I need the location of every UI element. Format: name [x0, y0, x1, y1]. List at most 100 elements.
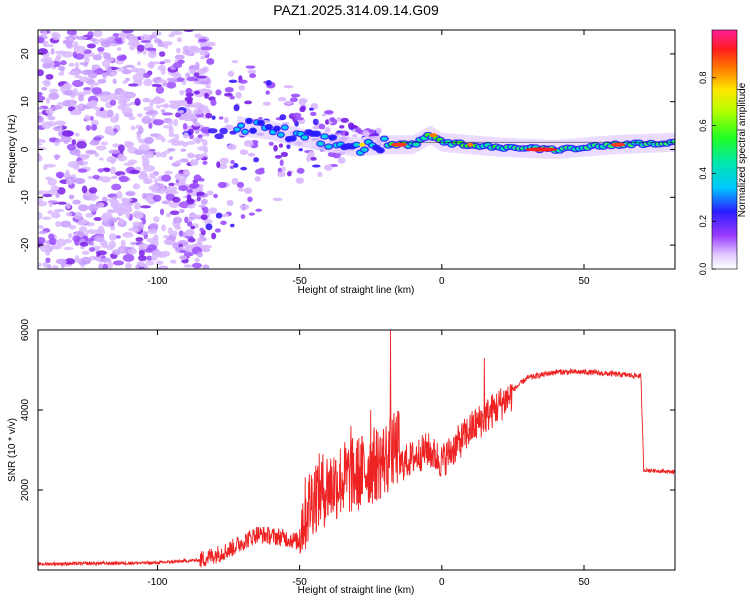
- spectrogram-noise-blob: [178, 178, 186, 185]
- spectrogram-noise-blob: [149, 99, 154, 108]
- spectrogram-noise-blob: [118, 175, 129, 183]
- spectrogram-noise-blob: [174, 133, 180, 140]
- spectrogram-noise-blob: [151, 254, 158, 262]
- spectrogram-noise-blob: [130, 67, 139, 73]
- spectrogram-noise-blob: [86, 229, 98, 234]
- spectrogram-hotspot: [611, 142, 626, 147]
- spectrogram-noise-blob: [259, 167, 265, 171]
- spectrogram-noise-blob: [159, 61, 166, 65]
- spectrogram-noise-blob: [76, 140, 87, 149]
- spectrogram-noise-blob: [137, 255, 147, 262]
- spectrogram-x-tick-label: 50: [578, 276, 590, 287]
- snr-x-tick-label: 50: [578, 577, 590, 588]
- spectrogram-noise-blob: [125, 64, 135, 68]
- spectrogram-noise-blob: [118, 218, 125, 225]
- spectrogram-noise-blob: [50, 211, 61, 219]
- spectrogram-noise-blob: [207, 128, 218, 134]
- spectrogram-noise-blob: [168, 182, 175, 187]
- spectrogram-noise-blob: [128, 115, 136, 121]
- spectrogram-noise-blob: [100, 94, 110, 102]
- spectrogram-noise-blob: [347, 122, 355, 129]
- spectrogram-noise-blob: [68, 225, 77, 230]
- spectrogram-noise-blob: [148, 122, 153, 129]
- spectrogram-noise-blob: [156, 79, 168, 84]
- spectrogram-noise-blob: [134, 98, 141, 106]
- spectrogram-noise-blob: [92, 54, 103, 61]
- spectrogram-noise-blob: [227, 70, 235, 77]
- spectrogram-noise-blob: [120, 208, 133, 213]
- spectrogram-noise-blob: [164, 43, 169, 49]
- spectrogram-noise-blob: [352, 133, 358, 138]
- spectrogram-noise-blob: [136, 132, 142, 141]
- spectrogram-noise-blob: [132, 183, 141, 190]
- spectrogram-noise-blob: [86, 43, 96, 49]
- spectrogram-noise-blob: [73, 41, 79, 50]
- spectrogram-noise-blob: [74, 255, 80, 263]
- spectrogram-noise-blob: [117, 104, 126, 110]
- spectrogram-noise-blob: [50, 48, 55, 55]
- spectrogram-noise-blob: [89, 100, 98, 107]
- spectrogram-noise-blob: [125, 191, 135, 197]
- spectrogram-noise-blob: [126, 141, 135, 147]
- spectrogram-noise-blob: [168, 120, 173, 126]
- spectrogram-noise-blob: [138, 243, 149, 249]
- spectrogram-noise-blob: [148, 200, 155, 205]
- colorbar-tick-label: 0.2: [698, 215, 708, 228]
- spectrogram-noise-blob: [97, 51, 104, 55]
- spectrogram-noise-blob: [110, 175, 118, 180]
- spectrogram-noise-blob: [140, 40, 152, 44]
- spectrogram-noise-blob: [55, 220, 62, 227]
- spectrogram-noise-blob: [281, 166, 286, 172]
- snr-series-line: [38, 330, 675, 568]
- spectrogram-noise-blob: [85, 124, 92, 131]
- spectrogram-noise-blob: [161, 112, 174, 116]
- spectrogram-noise-blob: [45, 108, 55, 115]
- spectrogram-noise-blob: [179, 255, 188, 261]
- spectrogram-noise-blob: [176, 77, 185, 82]
- snr-y-tick-label: 4000: [20, 398, 31, 421]
- spectrogram-ridge-core: [325, 144, 332, 149]
- snr-x-tick-label: 0: [439, 577, 445, 588]
- spectrogram-noise-blob: [161, 200, 171, 205]
- spectrogram-noise-blob: [149, 172, 156, 179]
- spectrogram-noise-blob: [44, 163, 56, 168]
- spectrogram-noise-blob: [192, 262, 203, 269]
- spectrogram-noise-blob: [101, 242, 109, 249]
- spectrogram-noise-blob: [145, 260, 155, 266]
- spectrogram-noise-blob: [205, 223, 213, 231]
- snr-y-tick-label: 6000: [20, 318, 31, 341]
- spectrogram-noise-blob: [244, 100, 253, 105]
- spectrogram-noise-blob: [156, 104, 161, 109]
- spectrogram-noise-blob: [48, 88, 59, 93]
- spectrogram-noise-blob: [89, 38, 97, 42]
- spectrogram-noise-blob: [240, 214, 246, 219]
- spectrogram-noise-blob: [200, 245, 210, 252]
- spectrogram-noise-blob: [102, 263, 109, 269]
- spectrogram-noise-blob: [190, 225, 196, 230]
- spectrogram-noise-blob: [329, 117, 336, 122]
- spectrogram-noise-blob: [65, 169, 70, 176]
- spectrogram-noise-blob: [217, 181, 227, 189]
- spectrogram-noise-blob: [199, 50, 209, 56]
- spectrogram-noise-blob: [228, 79, 238, 84]
- figure-title: PAZ1.2025.314.09.14.G09: [273, 2, 439, 18]
- spectrogram-noise-blob: [175, 47, 181, 54]
- spectrogram-noise-blob: [72, 79, 84, 88]
- spectrogram-noise-blob: [84, 56, 90, 65]
- spectrogram-noise-blob: [128, 227, 139, 232]
- spectrogram-ridge-core: [361, 147, 368, 152]
- spectrogram-noise-blob: [166, 148, 176, 152]
- spectrogram-ridge-core: [381, 136, 388, 141]
- spectrogram-noise-blob: [153, 250, 164, 256]
- spectrogram-noise-blob: [296, 167, 305, 174]
- spectrogram-noise-blob: [166, 212, 171, 218]
- snr-x-tick-label: -50: [292, 577, 307, 588]
- spectrogram-noise-blob: [54, 139, 62, 143]
- spectrogram-noise-blob: [278, 143, 284, 148]
- spectrogram-noise-blob: [310, 156, 317, 161]
- spectrogram-noise-blob: [85, 149, 97, 155]
- spectrogram-noise-blob: [108, 209, 116, 213]
- spectrogram-noise-blob: [268, 141, 274, 146]
- spectrogram-y-tick-label: 10: [20, 96, 31, 108]
